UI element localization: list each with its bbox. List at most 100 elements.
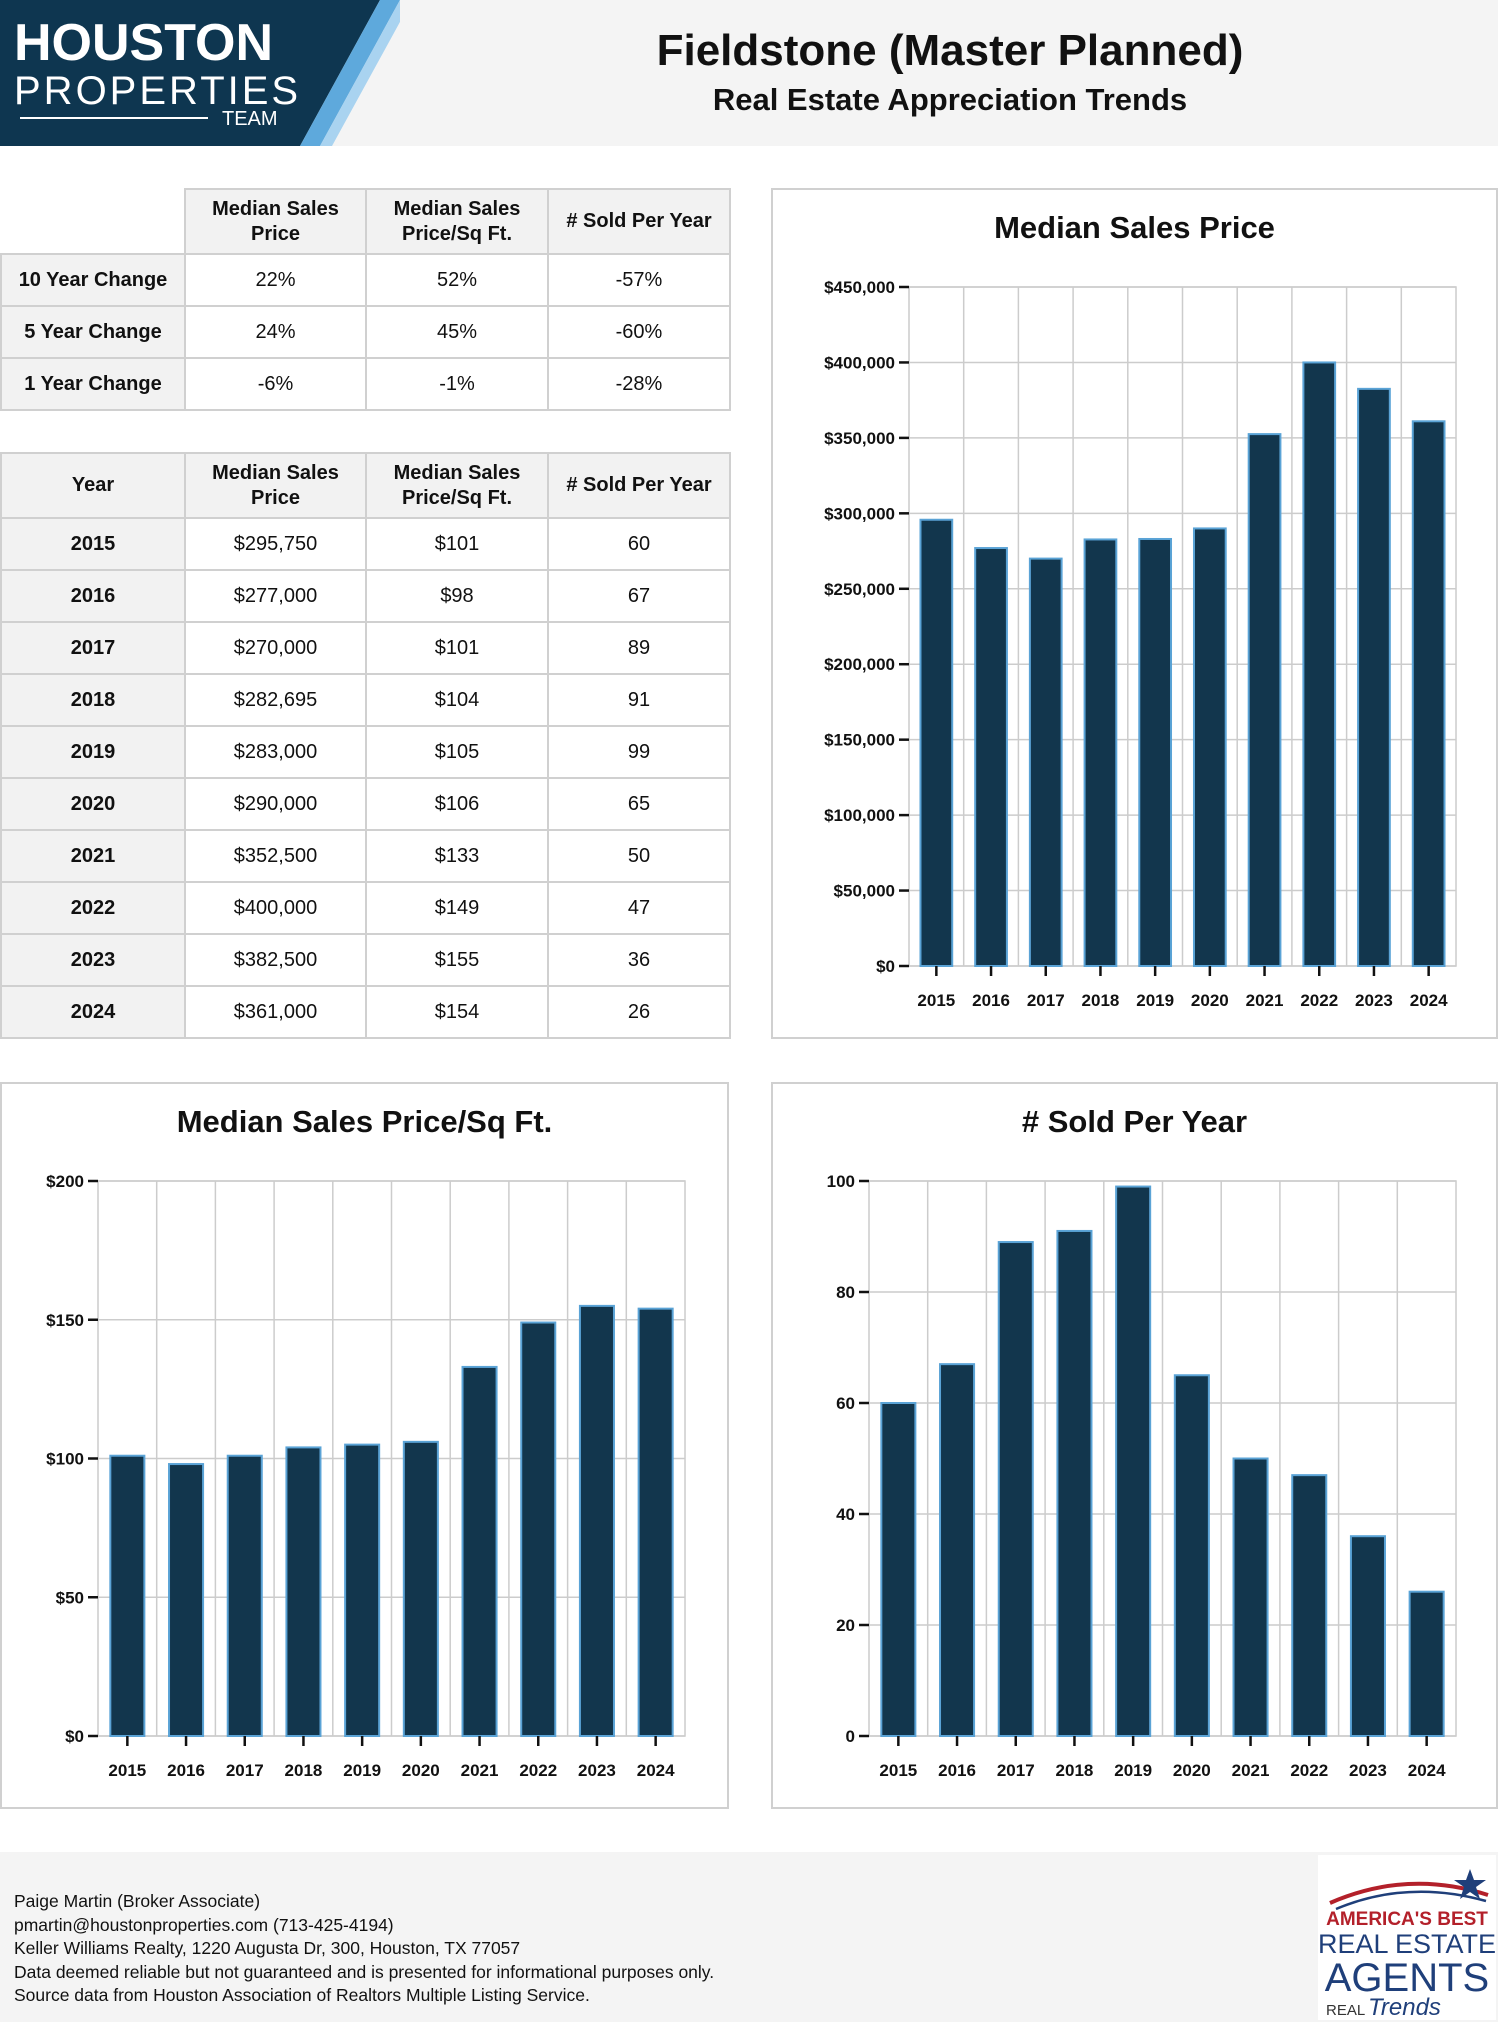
y-tick-label: $300,000 (824, 504, 895, 523)
change-summary-table: Median Sales Price Median Sales Price/Sq… (0, 188, 731, 411)
page-subtitle: Real Estate Appreciation Trends (712, 82, 1188, 117)
x-tick-label: 2015 (108, 1761, 146, 1780)
sold-cell: 89 (547, 621, 731, 675)
y-tick-label: $200,000 (824, 655, 895, 674)
bar (939, 1363, 976, 1737)
column-header: Median Sales Price (184, 188, 367, 255)
x-tick-label: 2023 (1349, 1761, 1387, 1780)
year-cell: 2024 (0, 985, 186, 1039)
y-tick-label: 80 (836, 1283, 855, 1302)
sold-cell: 91 (547, 673, 731, 727)
column-header: Median Sales Price/Sq Ft. (365, 188, 549, 255)
chart-plot: 0 20 40 60 80 100 2015 2016 2017 2018 2019 2020 2021… (827, 1172, 1457, 1780)
price-cell: $283,000 (184, 725, 367, 779)
bar (1408, 1590, 1445, 1738)
table-row: 2022 $400,000 $149 47 (0, 881, 731, 935)
psf-cell: $154 (365, 985, 549, 1039)
sold-cell: 99 (547, 725, 731, 779)
badge-line-2: REAL ESTATE (1318, 1929, 1496, 1959)
year-cell: 2016 (0, 569, 186, 623)
badge-line-4: REAL (1326, 2002, 1365, 2019)
table-row: 1 Year Change -6% -1% -28% (0, 357, 731, 411)
table-cell: -28% (547, 357, 731, 411)
price-cell: $282,695 (184, 673, 367, 727)
psf-cell: $133 (365, 829, 549, 883)
table-row: 2021 $352,500 $133 50 (0, 829, 731, 883)
sold-cell: 47 (547, 881, 731, 935)
table-row: 10 Year Change 22% 52% -57% (0, 253, 731, 307)
psf-cell: $104 (365, 673, 549, 727)
x-tick-label: 2020 (402, 1761, 440, 1780)
logo-text-team: TEAM (222, 108, 278, 130)
bar (1232, 1457, 1269, 1737)
table-cell: 24% (184, 305, 367, 359)
x-tick-label: 2020 (1191, 991, 1229, 1010)
x-tick-label: 2019 (343, 1761, 381, 1780)
psf-cell: $101 (365, 517, 549, 571)
x-tick-label: 2018 (1056, 1761, 1094, 1780)
y-tick-label: $450,000 (824, 278, 895, 297)
sold-cell: 26 (547, 985, 731, 1039)
y-tick-label: $100 (46, 1450, 84, 1469)
bar (1056, 1229, 1093, 1737)
row-label: 10 Year Change (0, 253, 186, 307)
x-tick-label: 2015 (917, 991, 955, 1010)
y-tick-label: 0 (846, 1727, 855, 1746)
price-cell: $361,000 (184, 985, 367, 1039)
x-tick-label: 2024 (1408, 1761, 1446, 1780)
bar (1028, 557, 1063, 967)
chart-title: # Sold Per Year (1021, 1104, 1248, 1139)
table-row: 2017 $270,000 $101 89 (0, 621, 731, 675)
psf-cell: $98 (365, 569, 549, 623)
x-tick-label: 2017 (997, 1761, 1035, 1780)
badge-line-3: AGENTS (1325, 1956, 1489, 2000)
x-tick-label: 2017 (1027, 991, 1065, 1010)
psf-cell: $155 (365, 933, 549, 987)
column-header: Median Sales Price (184, 452, 367, 519)
price-cell: $295,750 (184, 517, 367, 571)
column-header: Median Sales Price/Sq Ft. (365, 452, 549, 519)
bar (1411, 420, 1446, 967)
table-row: 2019 $283,000 $105 99 (0, 725, 731, 779)
y-tick-label: $50 (56, 1588, 84, 1607)
x-tick-label: 2020 (1173, 1761, 1211, 1780)
bar (1138, 537, 1173, 967)
x-tick-label: 2016 (972, 991, 1010, 1010)
year-cell: 2015 (0, 517, 186, 571)
bar (637, 1307, 674, 1737)
year-cell: 2023 (0, 933, 186, 987)
footer-contact-info: Paige Martin (Broker Associate) pmartin@… (14, 1890, 714, 2008)
price-cell: $382,500 (184, 933, 367, 987)
bar (109, 1454, 146, 1737)
x-tick-label: 2022 (519, 1761, 557, 1780)
x-tick-label: 2018 (285, 1761, 323, 1780)
y-tick-label: $200 (46, 1172, 84, 1191)
bar (226, 1454, 263, 1737)
y-tick-label: $0 (876, 957, 895, 976)
table-cell: -60% (547, 305, 731, 359)
bar (1173, 1374, 1210, 1737)
psf-cell: $105 (365, 725, 549, 779)
year-cell: 2022 (0, 881, 186, 935)
table-cell: 45% (365, 305, 549, 359)
houston-properties-logo: HOUSTON PROPERTIES TEAM (0, 0, 400, 146)
sold-per-year-chart: # Sold Per Year 0 20 40 60 80 100 2015 2016 2017… (771, 1082, 1498, 1809)
bar (1247, 433, 1282, 968)
bar (578, 1304, 615, 1737)
y-tick-label: 20 (836, 1616, 855, 1635)
page-title: Fieldstone (Master Planned) (656, 26, 1244, 75)
year-cell: 2018 (0, 673, 186, 727)
psf-cell: $101 (365, 621, 549, 675)
price-cell: $270,000 (184, 621, 367, 675)
x-tick-label: 2016 (938, 1761, 976, 1780)
agent-name: Paige Martin (Broker Associate) (14, 1891, 261, 1911)
x-tick-label: 2019 (1136, 991, 1174, 1010)
table-row: 2020 $290,000 $106 65 (0, 777, 731, 831)
logo-text-houston: HOUSTON (14, 14, 273, 72)
psf-cell: $149 (365, 881, 549, 935)
price-cell: $352,500 (184, 829, 367, 883)
y-tick-label: $50,000 (834, 882, 895, 901)
bar (1302, 361, 1337, 967)
y-tick-label: $150 (46, 1311, 84, 1330)
sold-cell: 60 (547, 517, 731, 571)
